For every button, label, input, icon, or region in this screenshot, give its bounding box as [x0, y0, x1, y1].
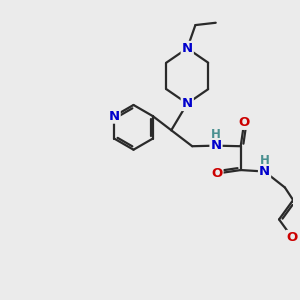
Text: N: N: [182, 42, 193, 55]
Text: O: O: [238, 116, 250, 129]
Text: N: N: [211, 139, 222, 152]
Text: O: O: [286, 231, 298, 244]
Text: H: H: [260, 154, 270, 167]
Text: H: H: [211, 128, 221, 141]
Text: N: N: [182, 97, 193, 110]
Text: O: O: [211, 167, 223, 180]
Text: N: N: [259, 165, 270, 178]
Text: N: N: [109, 110, 120, 123]
